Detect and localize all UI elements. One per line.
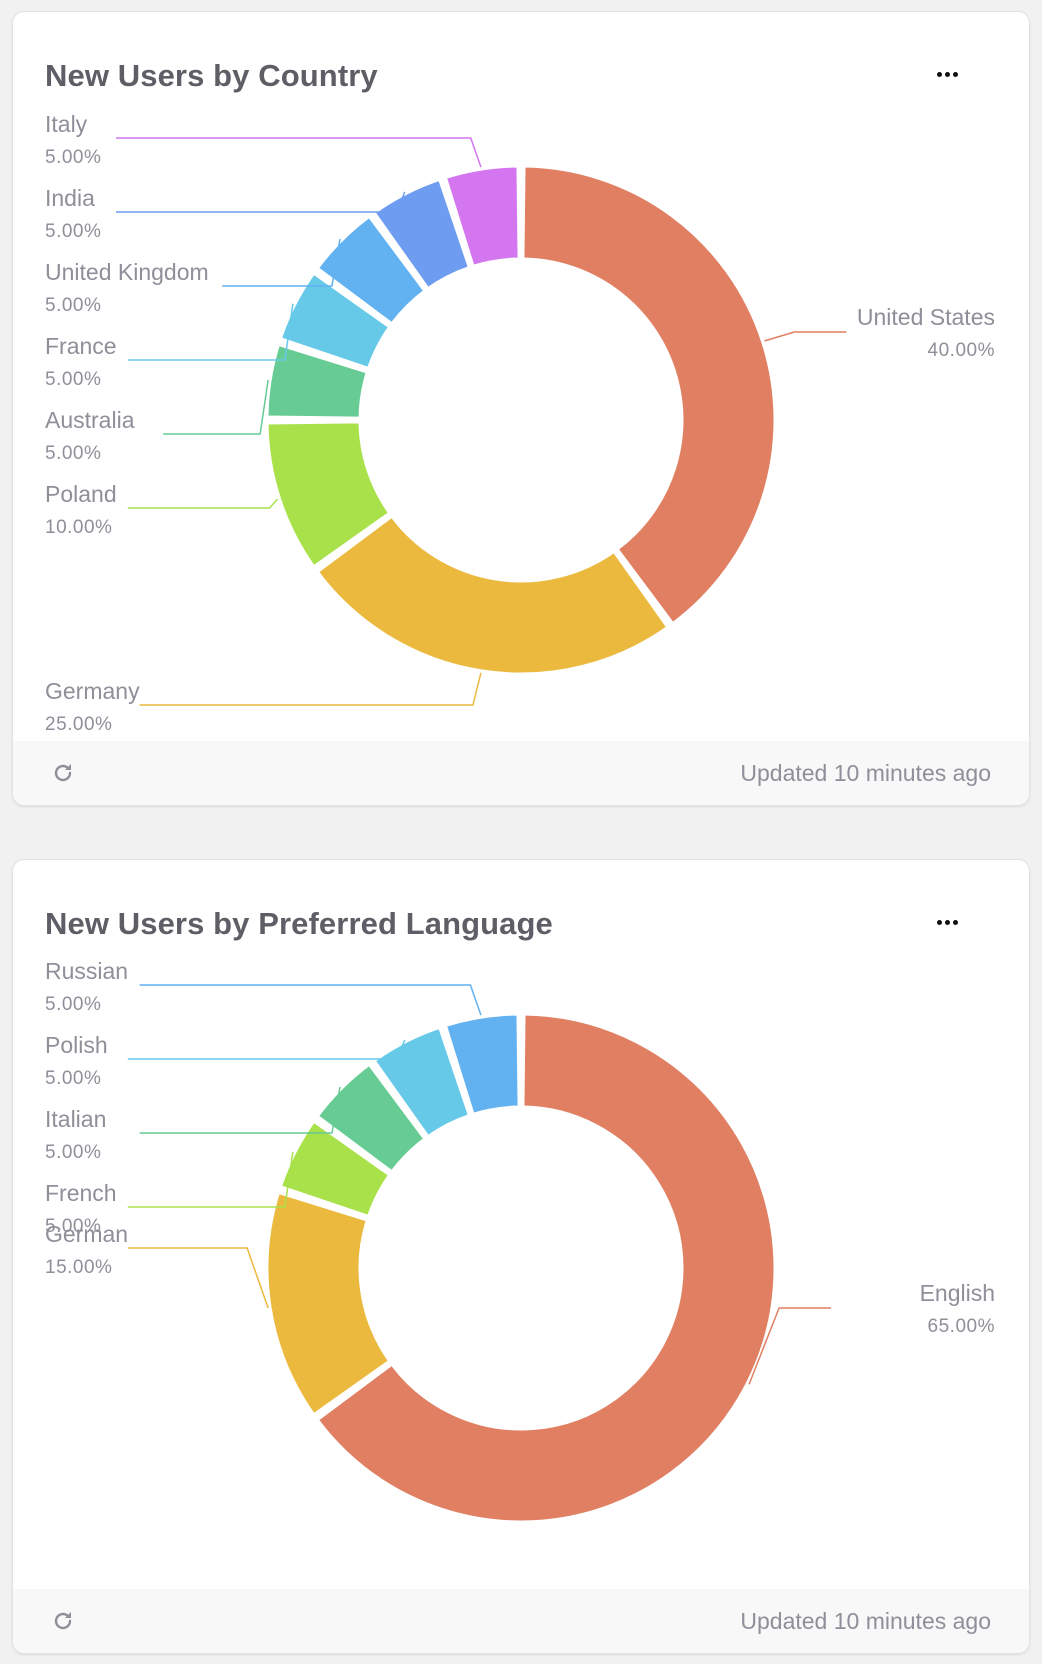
slice-percent: 15.00% <box>45 1257 112 1278</box>
updated-timestamp: Updated 10 minutes ago <box>740 760 991 786</box>
leader-line <box>139 672 482 706</box>
slice-australia[interactable] <box>265 342 369 420</box>
leader-line <box>764 331 847 342</box>
updated-timestamp: Updated 10 minutes ago <box>740 1608 991 1634</box>
slice-label: Russian <box>45 958 128 984</box>
leader-line <box>116 191 406 213</box>
card-footer: Updated 10 minutes ago <box>13 741 1029 805</box>
leader-line <box>139 1086 341 1134</box>
slice-france[interactable] <box>278 271 392 370</box>
slice-percent: 25.00% <box>45 714 112 735</box>
leader-line <box>116 137 482 168</box>
slice-russian[interactable] <box>443 1012 521 1116</box>
slice-united-kingdom[interactable] <box>315 214 427 326</box>
more-options-button[interactable] <box>933 64 963 84</box>
slice-percent: 5.00% <box>45 221 101 242</box>
donut-chart-language: English 65.00% Russian 5.00% Polish 5.00% Ital… <box>45 958 995 1524</box>
slice-percent: 65.00% <box>928 1316 995 1337</box>
slice-percent: 10.00% <box>45 517 112 538</box>
slice-poland[interactable] <box>265 420 392 569</box>
slice-percent: 5.00% <box>45 1142 101 1163</box>
slice-label: Poland <box>45 481 117 507</box>
slice-label: French <box>45 1180 117 1206</box>
slice-german[interactable] <box>265 1190 392 1417</box>
leader-line <box>127 1039 406 1060</box>
leader-line <box>139 984 482 1016</box>
slice-label: English <box>920 1280 995 1306</box>
donut-chart-country: United States 40.00% Italy 5.00% India 5.00% U… <box>45 111 995 735</box>
refresh-icon[interactable] <box>51 1609 75 1633</box>
slice-percent: 5.00% <box>45 147 101 168</box>
slice-label: Italian <box>45 1106 106 1132</box>
more-dot-icon <box>937 72 942 77</box>
slice-label: United States <box>857 304 995 330</box>
leader-line <box>127 1151 294 1208</box>
slice-percent: 5.00% <box>45 443 101 464</box>
slice-label: India <box>45 185 95 211</box>
slice-percent: 5.00% <box>45 369 101 390</box>
slice-label: Germany <box>45 678 140 704</box>
slice-india[interactable] <box>372 177 471 291</box>
more-options-button[interactable] <box>933 912 963 932</box>
slice-percent: 5.00% <box>45 295 101 316</box>
more-dot-icon <box>937 920 942 925</box>
slice-label: France <box>45 333 117 359</box>
slice-italy[interactable] <box>443 164 521 268</box>
slice-united-states[interactable] <box>521 164 777 626</box>
slice-english[interactable] <box>315 1012 777 1524</box>
leader-line <box>127 1247 269 1309</box>
leader-line <box>163 379 269 435</box>
slice-label: Australia <box>45 407 135 433</box>
slice-germany[interactable] <box>315 514 670 676</box>
leader-line <box>127 303 294 361</box>
slice-french[interactable] <box>278 1119 392 1218</box>
refresh-icon[interactable] <box>51 761 75 785</box>
more-dot-icon <box>945 920 950 925</box>
slice-percent: 5.00% <box>45 1068 101 1089</box>
more-dot-icon <box>945 72 950 77</box>
slice-label: United Kingdom <box>45 259 209 285</box>
more-dot-icon <box>953 72 958 77</box>
card-title: New Users by Country <box>45 58 378 93</box>
country-chart-card: New Users by Country United States 40.00%… <box>12 11 1030 806</box>
slice-percent: 5.00% <box>45 994 101 1015</box>
slice-label: German <box>45 1221 128 1247</box>
slice-percent: 40.00% <box>928 340 995 361</box>
language-chart-card: New Users by Preferred Language English 6… <box>12 859 1030 1654</box>
card-title: New Users by Preferred Language <box>45 906 553 941</box>
leader-line <box>748 1307 832 1385</box>
slice-percent: 5.00% <box>45 1216 101 1237</box>
card-footer: Updated 10 minutes ago <box>13 1589 1029 1653</box>
slice-label: Polish <box>45 1032 108 1058</box>
leader-line <box>222 238 341 287</box>
slice-label: Italy <box>45 111 88 137</box>
leader-line <box>127 498 279 509</box>
slice-italian[interactable] <box>315 1062 427 1174</box>
more-dot-icon <box>953 920 958 925</box>
